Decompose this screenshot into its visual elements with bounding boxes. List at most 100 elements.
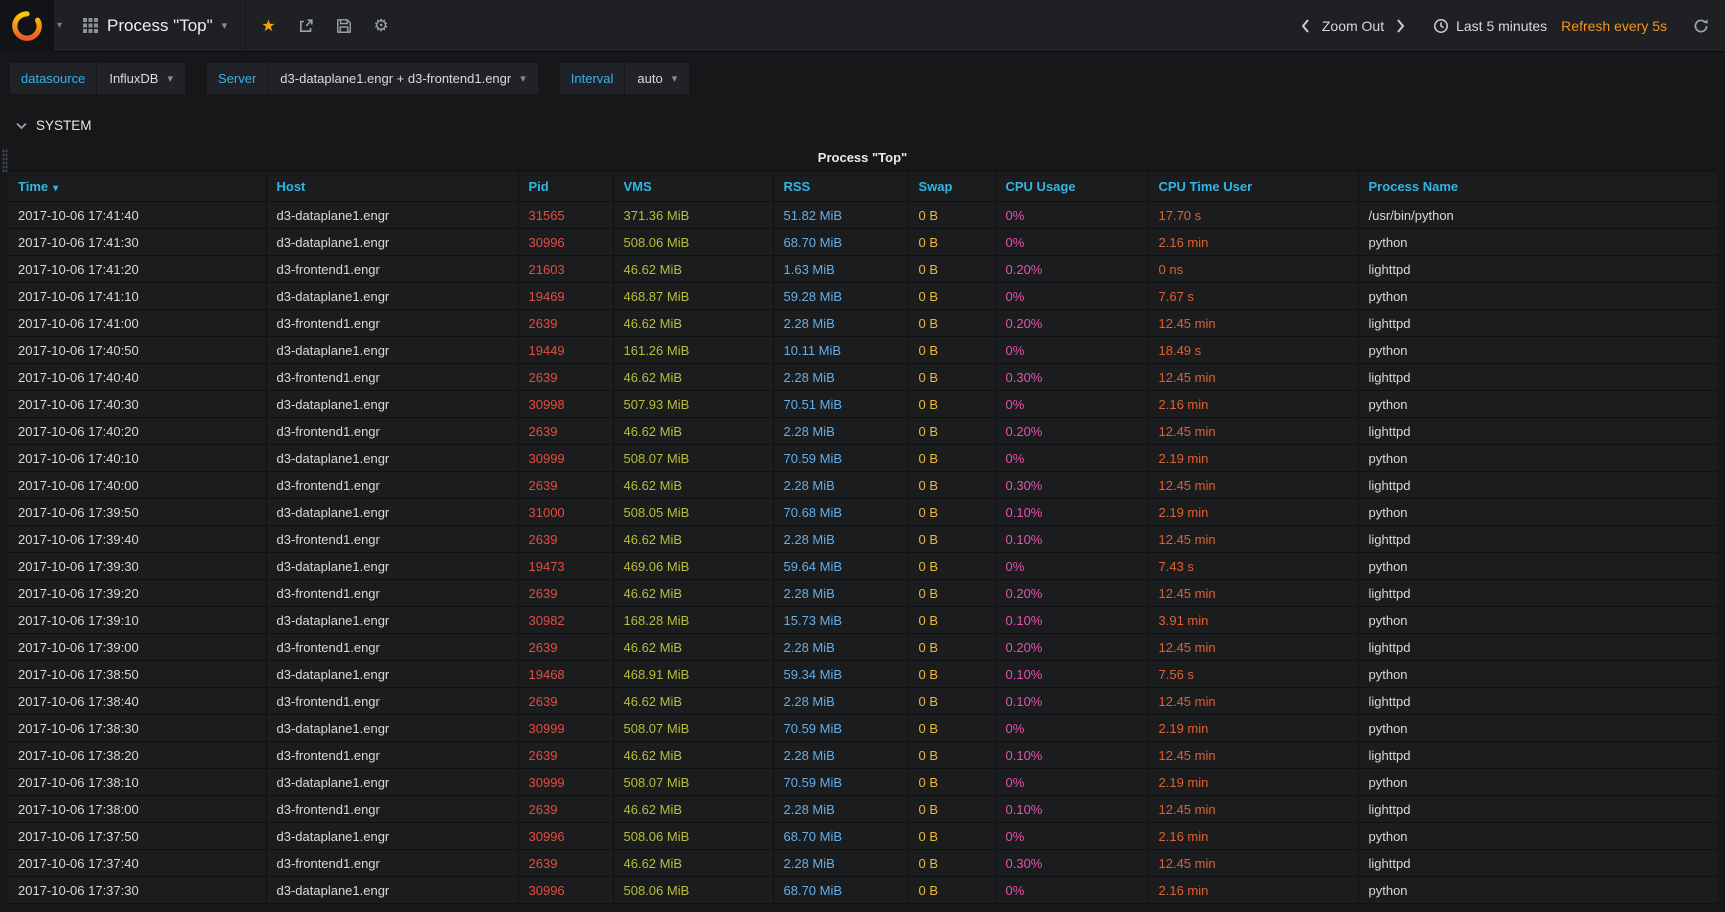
cell-host: d3-dataplane1.engr — [266, 660, 519, 688]
cell-time: 2017-10-06 17:40:50 — [8, 336, 267, 364]
star-button[interactable]: ★ — [250, 0, 286, 51]
cell-pid: 2639 — [518, 687, 614, 715]
column-header-process-name[interactable]: Process Name — [1358, 171, 1717, 202]
cell-pid: 2639 — [518, 363, 614, 391]
cell-host: d3-dataplane1.engr — [266, 228, 519, 256]
cell-rss: 59.64 MiB — [773, 552, 909, 580]
column-header-vms[interactable]: VMS — [613, 171, 774, 202]
cell-rss: 2.28 MiB — [773, 579, 909, 607]
column-header-cpu-usage[interactable]: CPU Usage — [995, 171, 1149, 202]
cell-cpu-time-user: 2.19 min — [1148, 498, 1359, 526]
refresh-button[interactable] — [1693, 18, 1709, 34]
cell-host: d3-dataplane1.engr — [266, 552, 519, 580]
cell-swap: 0 B — [908, 606, 996, 634]
chevron-down-icon: ▾ — [520, 73, 526, 85]
dashboard-picker[interactable]: Process "Top" ▾ — [65, 0, 247, 51]
column-header-host[interactable]: Host — [266, 171, 519, 202]
table-row: 2017-10-06 17:40:50 d3-dataplane1.engr 194… — [8, 336, 1717, 364]
panel-title[interactable]: Process "Top" — [817, 150, 908, 165]
cell-time: 2017-10-06 17:37:30 — [8, 876, 267, 904]
template-variable-datasource: datasource InfluxDB ▾ — [10, 63, 185, 94]
shift-time-forward-button[interactable] — [1390, 18, 1411, 33]
cell-rss: 2.28 MiB — [773, 795, 909, 823]
cell-cpu-usage: 0.30% — [995, 363, 1149, 391]
table-row: 2017-10-06 17:41:20 d3-frontend1.engr 2160… — [8, 255, 1717, 283]
share-button[interactable] — [287, 0, 325, 51]
save-button[interactable] — [325, 0, 363, 51]
cell-pid: 31000 — [518, 498, 614, 526]
cell-cpu-usage: 0% — [995, 552, 1149, 580]
cell-swap: 0 B — [908, 822, 996, 850]
cell-cpu-time-user: 7.43 s — [1148, 552, 1359, 580]
table-row: 2017-10-06 17:40:30 d3-dataplane1.engr 309… — [8, 390, 1717, 418]
cell-vms: 46.62 MiB — [613, 525, 774, 553]
variable-value-dropdown[interactable]: auto ▾ — [625, 63, 690, 94]
table-row: 2017-10-06 17:40:20 d3-frontend1.engr 2639… — [8, 417, 1717, 445]
cell-cpu-time-user: 12.45 min — [1148, 525, 1359, 553]
column-header-rss[interactable]: RSS — [773, 171, 909, 202]
cell-time: 2017-10-06 17:40:30 — [8, 390, 267, 418]
zoom-out-button[interactable]: Zoom Out — [1321, 17, 1385, 34]
cell-time: 2017-10-06 17:38:50 — [8, 660, 267, 688]
cell-swap: 0 B — [908, 255, 996, 283]
time-range-picker[interactable]: Last 5 minutes — [1433, 18, 1547, 34]
cell-swap: 0 B — [908, 687, 996, 715]
cell-host: d3-dataplane1.engr — [266, 282, 519, 310]
table-header: Time ▾ Host Pid VMS RSS Swap CPU Usage CPU Time … — [8, 171, 1717, 202]
variable-value-dropdown[interactable]: d3-dataplane1.engr + d3-frontend1.engr ▾ — [268, 63, 538, 94]
cell-cpu-time-user: 12.45 min — [1148, 849, 1359, 877]
table-row: 2017-10-06 17:41:00 d3-frontend1.engr 2639… — [8, 309, 1717, 337]
cell-rss: 68.70 MiB — [773, 822, 909, 850]
cell-cpu-usage: 0% — [995, 768, 1149, 796]
cell-time: 2017-10-06 17:41:20 — [8, 255, 267, 283]
cell-rss: 51.82 MiB — [773, 201, 909, 229]
cell-cpu-usage: 0.20% — [995, 255, 1149, 283]
main-menu-caret-icon[interactable]: ▾ — [57, 20, 63, 31]
variable-value-dropdown[interactable]: InfluxDB ▾ — [97, 63, 185, 94]
cell-cpu-usage: 0.10% — [995, 498, 1149, 526]
dashboard-title: Process "Top" — [107, 15, 213, 35]
cell-vms: 46.62 MiB — [613, 309, 774, 337]
time-range-label: Last 5 minutes — [1456, 17, 1548, 34]
shift-time-back-button[interactable] — [1295, 18, 1316, 33]
column-header-swap[interactable]: Swap — [908, 171, 996, 202]
cell-cpu-usage: 0.20% — [995, 417, 1149, 445]
cell-process-name: python — [1358, 822, 1717, 850]
cell-host: d3-dataplane1.engr — [266, 498, 519, 526]
cell-process-name: python — [1358, 336, 1717, 364]
settings-button[interactable]: ⚙ — [363, 0, 400, 51]
cell-swap: 0 B — [908, 444, 996, 472]
cell-pid: 19468 — [518, 660, 614, 688]
table-row: 2017-10-06 17:39:30 d3-dataplane1.engr 194… — [8, 552, 1717, 580]
cell-host: d3-dataplane1.engr — [266, 606, 519, 634]
cell-rss: 10.11 MiB — [773, 336, 909, 364]
table-row: 2017-10-06 17:38:10 d3-dataplane1.engr 309… — [8, 768, 1717, 796]
cell-rss: 2.28 MiB — [773, 849, 909, 877]
cell-rss: 2.28 MiB — [773, 741, 909, 769]
cell-cpu-time-user: 12.45 min — [1148, 741, 1359, 769]
cell-process-name: python — [1358, 660, 1717, 688]
column-header-time[interactable]: Time ▾ — [8, 171, 267, 202]
cell-pid: 19473 — [518, 552, 614, 580]
grafana-menu-button[interactable] — [0, 0, 54, 52]
refresh-interval-button[interactable]: Refresh every 5s — [1561, 17, 1667, 34]
cell-host: d3-frontend1.engr — [266, 795, 519, 823]
row-system-toggle[interactable]: SYSTEM — [16, 118, 1725, 133]
cell-cpu-usage: 0% — [995, 714, 1149, 742]
column-header-pid[interactable]: Pid — [518, 171, 614, 202]
cell-pid: 30998 — [518, 390, 614, 418]
cell-pid: 2639 — [518, 525, 614, 553]
cell-cpu-usage: 0% — [995, 822, 1149, 850]
column-header-cpu-time-user[interactable]: CPU Time User — [1148, 171, 1359, 202]
cell-cpu-time-user: 12.45 min — [1148, 795, 1359, 823]
grafana-logo-icon — [12, 10, 42, 41]
cell-process-name: python — [1358, 498, 1717, 526]
panel-drag-handle[interactable] — [2, 149, 8, 173]
cell-vms: 508.07 MiB — [613, 768, 774, 796]
cell-swap: 0 B — [908, 660, 996, 688]
cell-pid: 2639 — [518, 309, 614, 337]
cell-cpu-time-user: 12.45 min — [1148, 579, 1359, 607]
cell-vms: 371.36 MiB — [613, 201, 774, 229]
variable-value: InfluxDB — [109, 71, 159, 86]
table-row: 2017-10-06 17:37:50 d3-dataplane1.engr 309… — [8, 822, 1717, 850]
